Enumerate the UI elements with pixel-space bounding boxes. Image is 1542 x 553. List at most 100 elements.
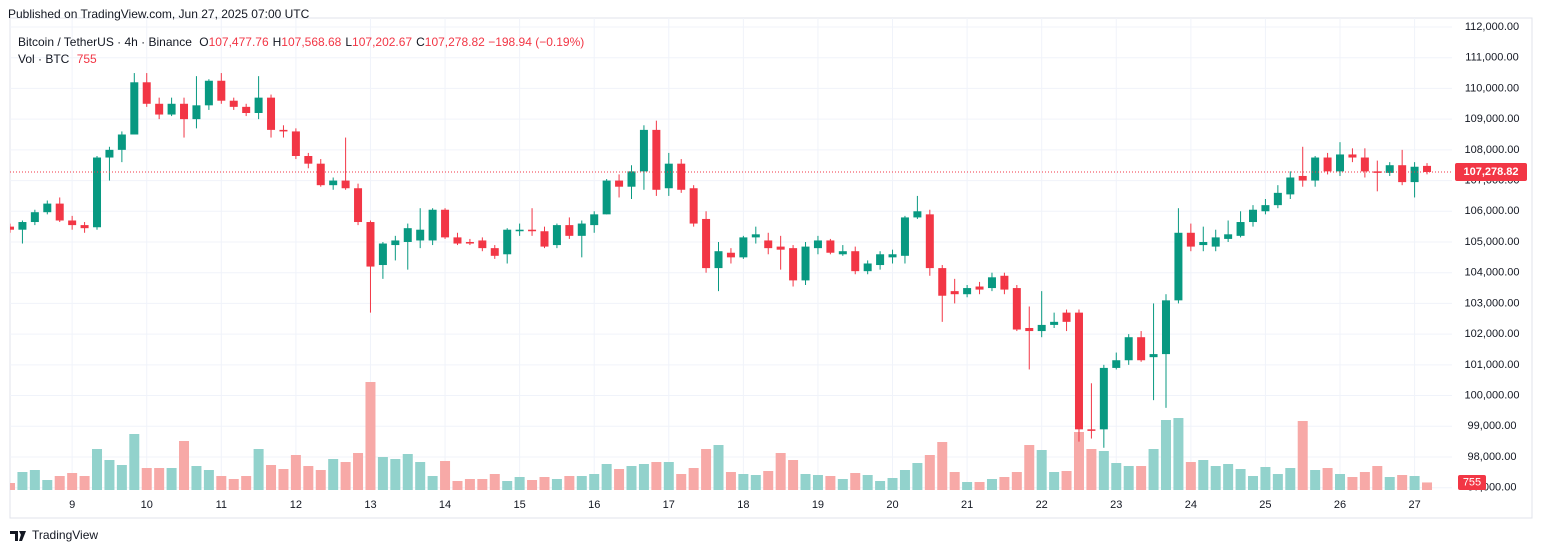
candle-body <box>938 268 947 296</box>
candle-body <box>428 209 437 241</box>
volume-bar <box>514 477 525 490</box>
candle-body <box>267 97 276 130</box>
volume-bar <box>800 474 811 490</box>
volume-bar <box>912 463 923 490</box>
volume-bar <box>576 476 587 490</box>
candle-body <box>639 129 648 172</box>
y-tick-label: 105,000.00 <box>1464 236 1519 248</box>
volume-bar <box>924 455 935 490</box>
volume-bar <box>1397 475 1408 490</box>
candle-body <box>43 203 52 213</box>
volume-bar <box>1235 469 1246 490</box>
x-tick-label: 12 <box>290 499 302 511</box>
candle-body <box>1112 360 1121 368</box>
volume-bar <box>725 472 736 490</box>
footer-brand: TradingView <box>32 528 98 542</box>
candle-body <box>229 100 238 107</box>
ohlc-key: L <box>345 35 353 49</box>
volume-bar <box>203 470 214 490</box>
volume-bar <box>241 476 252 490</box>
volume-bar <box>253 449 264 490</box>
candle-body <box>1037 324 1046 332</box>
y-tick-label: 112,000.00 <box>1465 21 1519 33</box>
candle-body <box>789 248 798 281</box>
volume-bar <box>116 465 127 490</box>
volume-bar <box>1073 432 1084 490</box>
candle-body <box>403 228 412 242</box>
volume-bar <box>1335 474 1346 490</box>
volume-bar <box>1285 468 1296 490</box>
candle-body <box>366 222 375 267</box>
volume-bar <box>228 479 239 490</box>
volume-bar <box>54 476 65 490</box>
candle-body <box>1323 157 1332 172</box>
candle-body <box>416 229 425 241</box>
x-tick-label: 16 <box>588 499 600 511</box>
volume-bar <box>303 466 314 490</box>
chart-frame <box>9 17 1533 519</box>
candle-body <box>10 226 14 230</box>
candle-body <box>615 180 624 187</box>
volume-bar <box>10 483 15 490</box>
volume-bar <box>1297 421 1308 490</box>
candle-body <box>1087 429 1096 431</box>
candle-body <box>1000 275 1009 290</box>
volume-bar <box>614 469 625 490</box>
volume-bar <box>1210 466 1221 490</box>
candle-body <box>18 222 27 230</box>
candle-body <box>1385 165 1394 173</box>
candle-body <box>1360 157 1369 172</box>
volume-value: 755 <box>76 52 97 66</box>
volume-bar <box>290 455 301 490</box>
candle-body <box>515 229 524 232</box>
volume-bar <box>154 468 165 490</box>
candle-body <box>1236 222 1245 236</box>
volume-bar <box>1260 467 1271 490</box>
volume-bar <box>1248 476 1258 490</box>
volume-bar <box>489 474 500 490</box>
x-tick-label: 22 <box>1036 499 1048 511</box>
volume-bar <box>1036 450 1047 490</box>
volume-bar <box>949 472 960 490</box>
volume-bar <box>502 481 513 490</box>
volume-bar <box>415 462 426 490</box>
volume-bar <box>1098 451 1109 490</box>
candle-body <box>1348 154 1357 158</box>
x-tick-label: 21 <box>961 499 973 511</box>
volume-bar <box>129 434 140 490</box>
candle-body <box>739 237 748 258</box>
volume-bar <box>701 449 712 490</box>
candle-body <box>627 171 636 187</box>
volume-bar <box>79 476 90 490</box>
volume-bar <box>1024 445 1035 490</box>
candle-body <box>291 131 300 156</box>
candle-body <box>1224 234 1233 239</box>
ohlc-key: O <box>199 35 209 49</box>
volume-bar <box>315 470 326 490</box>
candle-body <box>689 188 698 224</box>
candle-body <box>1311 157 1320 181</box>
x-tick-label: 13 <box>364 499 376 511</box>
volume-bar <box>986 479 997 490</box>
ohlc: O107,477.76 H107,568.68 L107,202.67 C107,27… <box>195 35 485 49</box>
x-tick-label: 11 <box>216 499 227 511</box>
x-tick-label: 18 <box>737 499 749 511</box>
volume-bar <box>17 472 28 490</box>
candle-body <box>913 211 922 218</box>
volume-bar <box>1173 418 1184 490</box>
candle-body <box>1149 354 1158 358</box>
volume-bar <box>266 465 277 490</box>
candle-body <box>1336 154 1345 172</box>
ohlc-value: 107,202.67 <box>352 35 413 49</box>
candle-body <box>652 129 661 190</box>
symbol-header: Bitcoin / TetherUS · 4h · Binance O107,4… <box>18 35 584 49</box>
volume-bar <box>1148 449 1159 490</box>
x-tick-label: 19 <box>812 499 824 511</box>
volume-bar <box>1160 420 1171 490</box>
candle-body <box>1074 312 1083 430</box>
candle-body <box>1398 165 1407 183</box>
candle-body <box>1410 166 1419 183</box>
volume-bar <box>875 481 886 490</box>
candle-body <box>876 254 885 266</box>
